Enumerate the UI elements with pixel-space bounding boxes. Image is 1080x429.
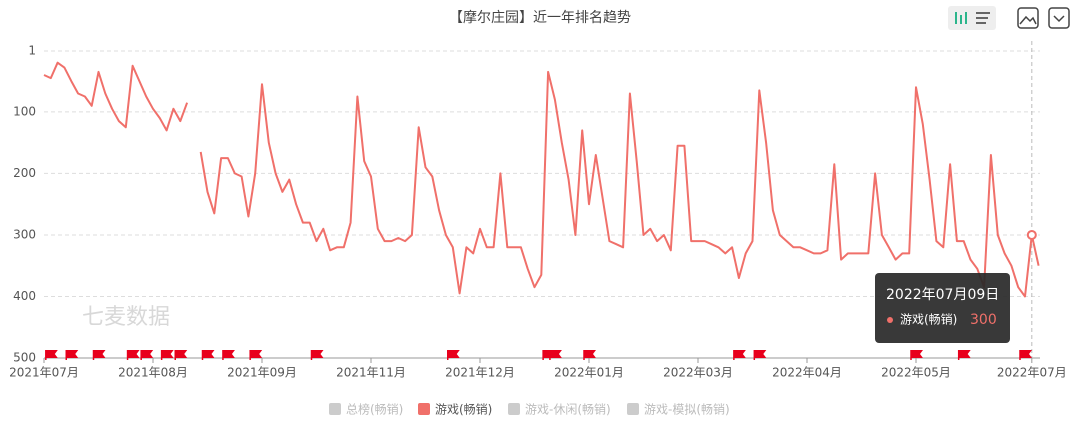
download-arrow (1053, 15, 1065, 23)
x-tick-label: 2022年03月 (663, 366, 733, 380)
event-flag (753, 350, 767, 360)
tooltip-series: 游戏(畅销) (900, 313, 957, 327)
toolbar (948, 6, 1070, 30)
y-tick-label: 400 (13, 289, 36, 303)
y-tick-label: 300 (13, 227, 36, 241)
event-flag (174, 350, 188, 360)
flag-body (127, 350, 140, 358)
x-tick-label: 2021年12月 (445, 366, 515, 380)
legend-swatch (627, 403, 639, 415)
event-flag (201, 350, 215, 360)
flag-body (202, 350, 215, 358)
flag-body (222, 350, 235, 358)
event-flag (65, 350, 79, 360)
download-icon[interactable] (1048, 7, 1070, 29)
event-flag (92, 350, 106, 360)
watermark: 七麦数据 (82, 305, 170, 330)
bar-icon[interactable] (955, 12, 967, 24)
x-tick-label: 2021年08月 (118, 366, 188, 380)
flag-body (447, 350, 460, 358)
tooltip-box (875, 273, 1010, 343)
legend-label[interactable]: 游戏-模拟(畅销) (644, 403, 730, 417)
image-icon[interactable] (1017, 7, 1039, 29)
x-tick-label: 2022年05月 (881, 366, 951, 380)
flag-body (911, 350, 923, 358)
tooltip-title: 2022年07月09日 (886, 287, 999, 303)
flag-body (1020, 350, 1032, 358)
flag-body (250, 350, 263, 358)
y-tick-label: 100 (13, 104, 36, 118)
y-tick-label: 200 (13, 166, 36, 180)
y-tick-label: 500 (13, 351, 36, 365)
legend-swatch (329, 403, 341, 415)
chart-title: 【摩尔庄园】近一年排名趋势 (449, 9, 631, 26)
flag-body (754, 350, 767, 358)
x-tick-label: 2022年04月 (772, 366, 842, 380)
event-flag (910, 350, 923, 360)
tooltip-value: 300 (970, 312, 997, 328)
flag-body (311, 350, 324, 358)
event-flag (126, 350, 140, 360)
tooltip-point (1026, 229, 1037, 240)
event-flag (447, 350, 460, 360)
flag-body (66, 350, 79, 358)
series-line (43, 61, 1040, 298)
x-tick-label: 2021年09月 (227, 366, 297, 380)
tooltip-dot (887, 317, 893, 323)
event-flag (1019, 350, 1032, 360)
flag-body (93, 350, 106, 358)
flag-body (733, 350, 746, 358)
legend-label[interactable]: 游戏-休闲(畅销) (525, 403, 611, 417)
event-flag (140, 350, 154, 360)
x-tick-label: 2021年07月 (9, 366, 79, 380)
x-tick-label: 2022年01月 (554, 366, 624, 380)
flag-body (584, 350, 596, 358)
flag-body (175, 350, 188, 358)
flag-body (141, 350, 154, 358)
legend-swatch (508, 403, 520, 415)
event-flag (249, 350, 263, 360)
event-flag (310, 350, 324, 360)
flag-body (161, 350, 174, 358)
event-flag (733, 350, 746, 360)
legend-swatch (418, 403, 430, 415)
image-icon-line (1019, 15, 1037, 25)
event-flag (957, 350, 971, 360)
event-flag (583, 350, 596, 360)
event-flag (222, 350, 235, 360)
legend-label[interactable]: 游戏(畅销) (435, 403, 492, 417)
legend-label[interactable]: 总榜(畅销) (346, 402, 403, 417)
flag-body (549, 350, 562, 358)
event-flag (45, 350, 58, 360)
event-flag (549, 350, 562, 360)
x-tick-label: 2021年11月 (336, 366, 406, 380)
x-tick-label: 2022年07月 (997, 366, 1067, 380)
event-flag (160, 350, 174, 360)
flag-body (958, 350, 971, 358)
list-icon[interactable] (976, 12, 990, 24)
y-tick-label: 1 (28, 44, 36, 58)
flag-body (45, 350, 58, 358)
